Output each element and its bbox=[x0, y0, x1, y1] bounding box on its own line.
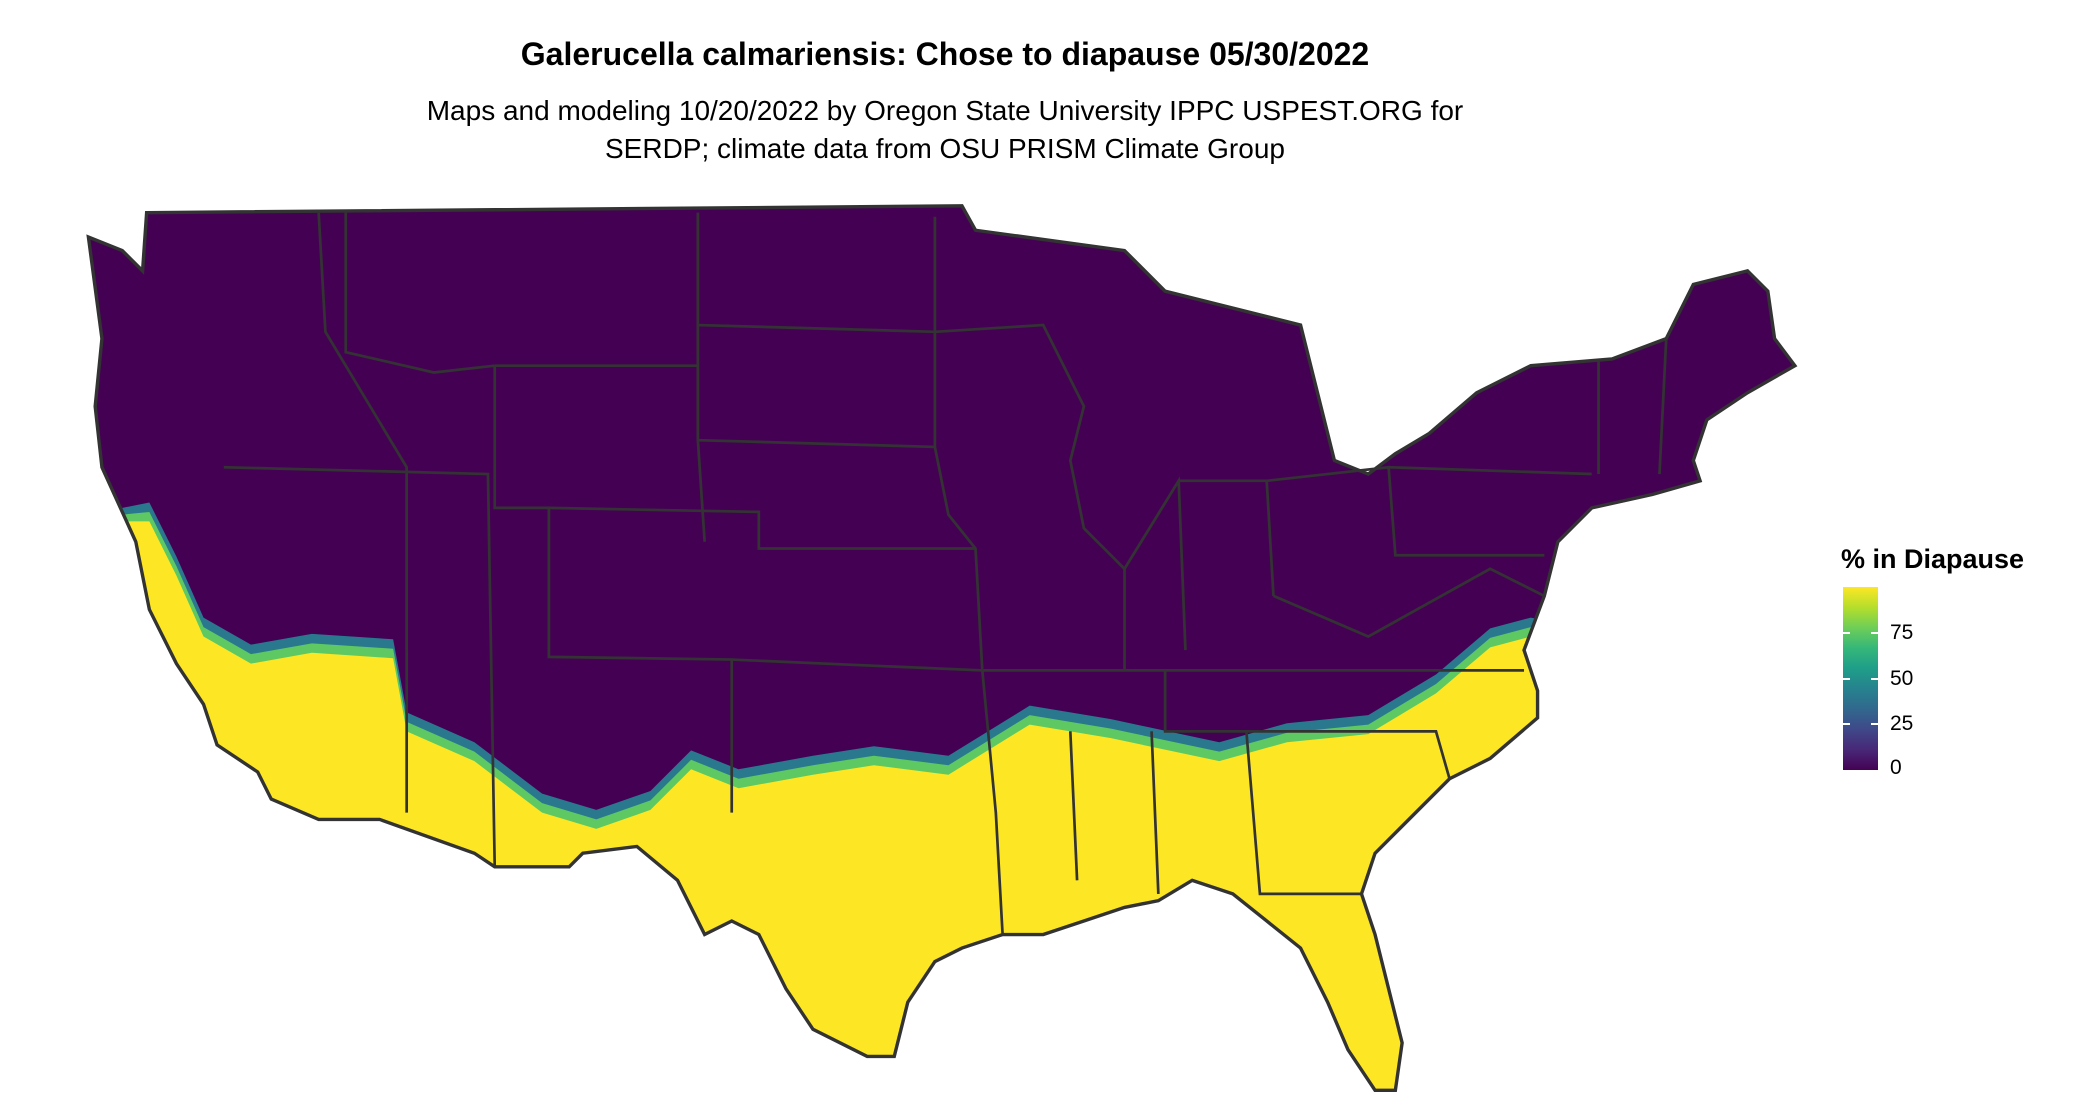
legend-tick-mark bbox=[1843, 723, 1878, 726]
subtitle-line-1: Maps and modeling 10/20/2022 by Oregon S… bbox=[426, 95, 1464, 126]
legend-tick-label: 75 bbox=[1890, 620, 1914, 644]
state-border-line bbox=[1245, 731, 1362, 896]
legend-tick-mark bbox=[1843, 631, 1878, 634]
state-border-line bbox=[493, 365, 734, 813]
state-border-line bbox=[1150, 731, 1160, 894]
chart-title: Galerucella calmariensis: Chose to diapa… bbox=[520, 36, 1370, 72]
legend-tick-label: 0 bbox=[1890, 756, 1902, 779]
state-border-line bbox=[1388, 465, 1592, 476]
chart-subtitle: Maps and modeling 10/20/2022 by Oregon S… bbox=[0, 92, 1890, 168]
state-border-line bbox=[1272, 567, 1545, 639]
state-border-line bbox=[548, 506, 976, 550]
legend-tick-label: 50 bbox=[1890, 666, 1914, 690]
legend-tick-mark bbox=[1843, 677, 1878, 680]
state-border-line bbox=[933, 216, 1126, 671]
state-border-line bbox=[697, 438, 984, 671]
legend-tick-label: 25 bbox=[1890, 712, 1914, 736]
state-border-line bbox=[1658, 338, 1668, 475]
legend-colorbar bbox=[1843, 587, 1878, 770]
state-border-line bbox=[344, 212, 495, 374]
state-border-line bbox=[223, 465, 497, 867]
state-border-line bbox=[731, 658, 1004, 935]
state-border-line bbox=[697, 323, 935, 334]
legend-title: % in Diapause bbox=[1841, 544, 2025, 574]
us-outline bbox=[86, 204, 1798, 1092]
state-border-line bbox=[1163, 670, 1451, 780]
state-borders bbox=[223, 212, 1668, 935]
state-border-line bbox=[696, 212, 706, 542]
subtitle-line-2: SERDP; climate data from OSU PRISM Clima… bbox=[605, 133, 1285, 164]
state-border-line bbox=[1178, 479, 1275, 597]
state-border-line bbox=[1068, 731, 1079, 881]
state-border-line bbox=[1266, 465, 1545, 557]
